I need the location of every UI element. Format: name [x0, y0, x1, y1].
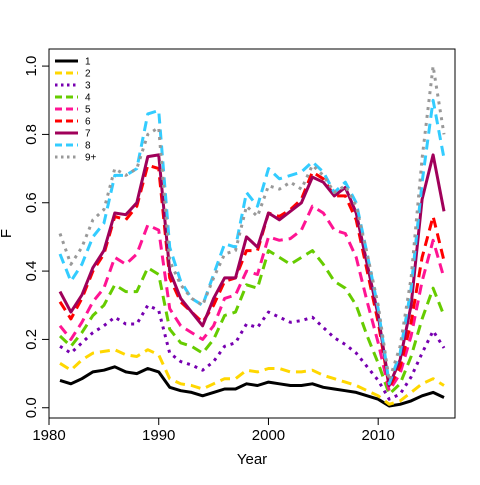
legend-label-8: 8	[85, 141, 91, 152]
series-line-3	[59, 303, 446, 401]
legend-label-7: 7	[85, 129, 91, 140]
plot-frame	[48, 48, 456, 419]
y-tick-label: 0.2	[23, 329, 40, 350]
y-axis: 0.0 0.2 0.4 0.6 0.8 1.0	[23, 56, 49, 418]
legend-label-1: 1	[85, 57, 91, 68]
y-tick-label: 1.0	[23, 56, 40, 77]
legend-label-9plus: 9+	[85, 153, 97, 164]
series-lines	[58, 64, 446, 408]
legend-label-5: 5	[85, 105, 91, 116]
legend-label-4: 4	[85, 93, 91, 104]
series-line-9plus	[58, 64, 446, 382]
y-axis-title: F	[0, 229, 15, 238]
x-axis-title: Year	[237, 451, 267, 468]
x-tick-label: 2000	[252, 427, 285, 444]
series-line-1	[59, 365, 445, 408]
legend-label-3: 3	[85, 81, 91, 92]
x-axis: 1980 1990 2000 2010	[32, 418, 395, 444]
series-line-5	[58, 204, 446, 393]
x-tick-label: 1990	[142, 427, 175, 444]
series-line-2	[59, 348, 445, 406]
y-tick-label: 0.8	[23, 124, 40, 145]
y-tick-label: 0.0	[23, 397, 40, 418]
legend-label-2: 2	[85, 69, 91, 80]
y-tick-label: 0.6	[23, 192, 40, 213]
y-tick-label: 0.4	[23, 261, 40, 282]
x-tick-label: 1980	[32, 427, 65, 444]
series-line-4	[58, 249, 446, 396]
legend-label-6: 6	[85, 117, 91, 128]
x-tick-label: 2010	[362, 427, 395, 444]
